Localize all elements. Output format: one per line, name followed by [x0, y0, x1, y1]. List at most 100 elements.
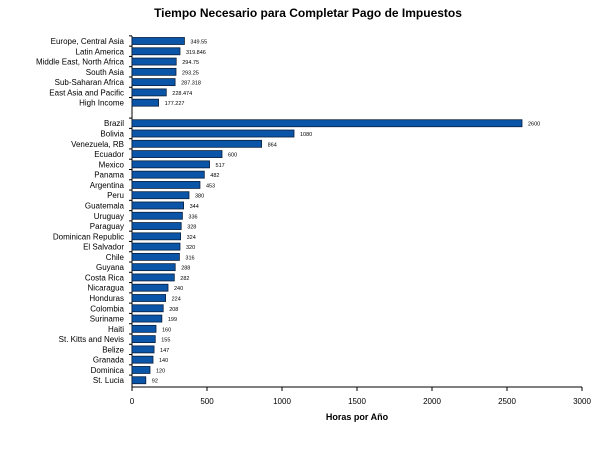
category-label: Panama: [94, 171, 124, 180]
bar: [131, 78, 176, 87]
category-label: Granada: [93, 356, 125, 365]
data-label: 160: [162, 327, 171, 333]
bar: [131, 294, 166, 302]
bar: [131, 129, 295, 138]
data-label: 324: [187, 235, 196, 241]
data-label: 287.318: [181, 81, 201, 87]
category-label: Nicaragua: [88, 284, 125, 293]
category-label: Peru: [107, 191, 124, 200]
data-label: 864: [268, 142, 277, 148]
bar: [131, 376, 147, 385]
data-label: 155: [161, 338, 170, 344]
category-label: Haiti: [108, 325, 124, 334]
category-label: St. Lucia: [93, 376, 125, 385]
category-label: Guyana: [96, 263, 125, 272]
category-label: Belize: [102, 345, 124, 354]
category-label: Middle East, North Africa: [36, 58, 125, 67]
bar: [131, 47, 181, 56]
category-label: Paraguay: [90, 222, 124, 231]
category-label: Mexico: [99, 160, 125, 169]
data-label: 349.55: [190, 40, 207, 46]
x-tick-label: 2500: [498, 397, 516, 406]
x-tick-label: 500: [200, 397, 214, 406]
bar: [131, 263, 176, 272]
data-label: 92: [152, 379, 158, 385]
category-label: Ecuador: [94, 150, 124, 159]
data-label: 199: [168, 317, 177, 323]
bar: [131, 150, 223, 158]
bar: [131, 366, 151, 374]
category-label: Bolivia: [100, 130, 124, 139]
bar: [131, 273, 175, 282]
data-label: 336: [188, 214, 197, 220]
bar: [131, 139, 263, 148]
x-tick-label: 1500: [348, 397, 366, 406]
bar: [131, 335, 156, 344]
bar: [131, 324, 157, 333]
data-label: 294.75: [182, 60, 199, 66]
category-label: St. Kitts and Nevis: [59, 335, 124, 344]
bar: [131, 170, 205, 179]
x-tick-label: 1000: [273, 397, 291, 406]
data-label: 177.227: [165, 101, 185, 107]
category-label: Venezuela, RB: [71, 140, 124, 149]
bar: [131, 119, 523, 128]
category-label: El Salvador: [83, 243, 124, 252]
category-label: Europe, Central Asia: [51, 37, 125, 46]
bar: [131, 242, 181, 251]
category-label: Colombia: [90, 304, 124, 313]
x-tick-label: 0: [130, 397, 135, 406]
data-label: 319.846: [186, 50, 206, 56]
bar: [131, 88, 167, 97]
bar: [131, 222, 182, 230]
bar: [131, 160, 210, 169]
bar: [131, 201, 184, 210]
bar: [131, 211, 183, 220]
x-tick-label: 2000: [423, 397, 441, 406]
category-label: Brazil: [104, 119, 124, 128]
data-label: 482: [210, 173, 219, 179]
data-label: 320: [186, 245, 195, 251]
category-label: Dominican Republic: [53, 232, 124, 241]
bar: [131, 355, 154, 364]
bar: [131, 191, 190, 200]
data-label: 600: [228, 153, 237, 159]
data-label: 328: [187, 225, 196, 231]
bar: [131, 37, 185, 45]
data-label: 380: [195, 194, 204, 200]
category-label: Uruguay: [94, 212, 124, 221]
category-label: Suriname: [90, 315, 125, 324]
category-label: Latin America: [76, 47, 125, 56]
bar: [131, 283, 169, 292]
data-label: 224: [172, 297, 181, 303]
data-label: 208: [169, 307, 178, 313]
bar: [131, 304, 164, 313]
bar: [131, 98, 159, 107]
data-label: 120: [156, 368, 165, 374]
data-label: 140: [159, 358, 168, 364]
category-label: South Asia: [86, 68, 125, 77]
bar: [131, 345, 155, 354]
bar: [131, 252, 180, 261]
data-label: 517: [216, 163, 225, 169]
category-label: Honduras: [89, 294, 124, 303]
category-label: East Asia and Pacific: [49, 88, 124, 97]
category-label: Guatemala: [85, 201, 125, 210]
bar: [131, 57, 177, 66]
bar: [131, 67, 177, 76]
data-label: 344: [190, 204, 199, 210]
category-label: Costa Rica: [85, 273, 125, 282]
data-label: 293.25: [182, 70, 199, 76]
x-axis-label: Horas por Año: [326, 412, 389, 422]
data-label: 2600: [528, 122, 540, 128]
category-label: Dominica: [91, 366, 125, 375]
data-label: 282: [180, 276, 189, 282]
category-label: Chile: [106, 253, 125, 262]
bar: [131, 181, 201, 189]
category-label: High Income: [79, 99, 124, 108]
chart-title: Tiempo Necesario para Completar Pago de …: [154, 6, 462, 20]
data-label: 228.474: [172, 91, 192, 97]
data-label: 453: [206, 183, 215, 189]
